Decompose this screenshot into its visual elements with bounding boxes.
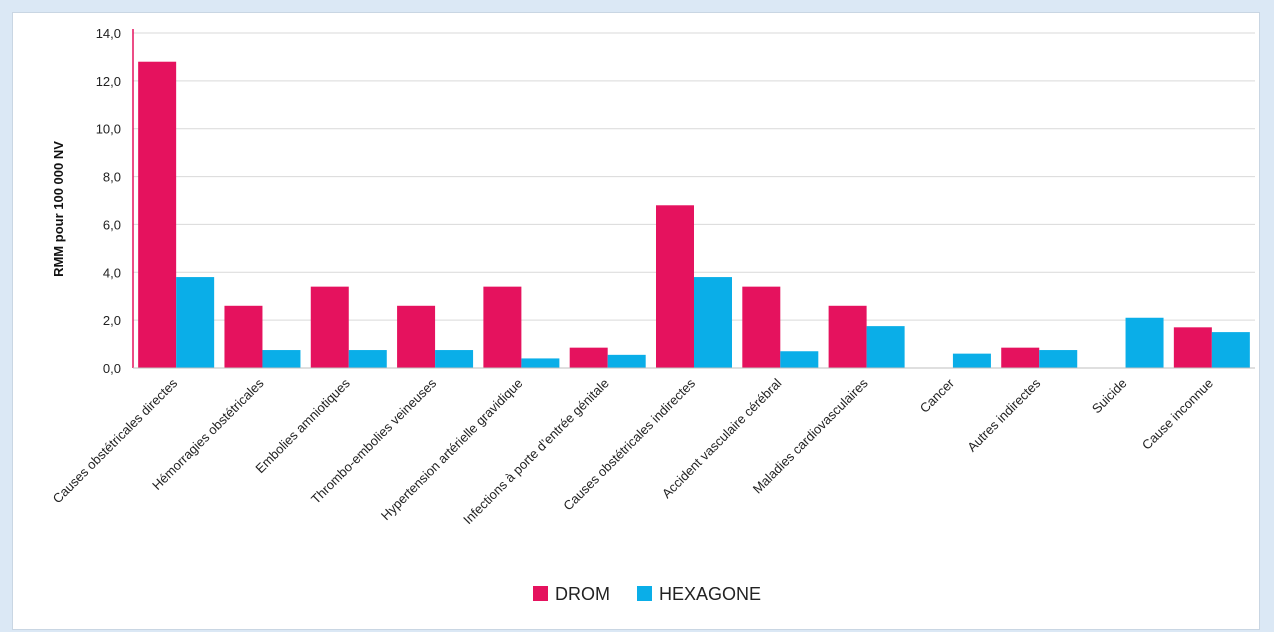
bar-drom xyxy=(310,286,349,368)
category-label: Cause inconnue xyxy=(1139,376,1216,453)
bar-hexagone xyxy=(262,350,301,368)
bar-hexagone xyxy=(866,326,905,368)
bar-drom xyxy=(1173,327,1212,368)
bar-drom xyxy=(1001,347,1040,368)
category-label: Suicide xyxy=(1089,376,1130,417)
bar-hexagone xyxy=(607,354,646,368)
bar-hexagone xyxy=(694,277,732,368)
legend-label: HEXAGONE xyxy=(659,584,761,604)
bar-hexagone xyxy=(780,351,819,368)
legend-swatch xyxy=(533,586,548,601)
chart-frame: 0,0 2,0 4,0 6,0 8,0 10,0 12,0 14,0 Causes obsté… xyxy=(12,12,1260,630)
y-tick-label: 0,0 xyxy=(103,361,121,376)
category-label: Cancer xyxy=(917,375,958,416)
legend-label: DROM xyxy=(555,584,610,604)
bar-hexagone xyxy=(348,350,387,368)
y-tick-label: 4,0 xyxy=(103,265,121,280)
bar-hexagone xyxy=(1125,317,1164,368)
y-tick-label: 14,0 xyxy=(96,26,121,41)
y-tick-label: 8,0 xyxy=(103,170,121,185)
bar-hexagone xyxy=(952,353,991,368)
y-tick-label: 10,0 xyxy=(96,122,121,137)
category-label: Hypertension artérielle gravidique xyxy=(378,376,526,524)
category-label: Autres indirectes xyxy=(964,375,1043,454)
bars xyxy=(138,61,1250,368)
bar-hexagone xyxy=(1211,332,1250,368)
category-label: Embolies amniotiques xyxy=(252,375,353,476)
bar-hexagone xyxy=(1039,350,1078,368)
bar-drom xyxy=(483,286,522,368)
legend-swatch xyxy=(637,586,652,601)
bar-drom xyxy=(138,61,177,368)
bar-drom xyxy=(742,286,781,368)
legend: DROM HEXAGONE xyxy=(533,584,761,604)
bar-drom xyxy=(569,347,608,368)
bar-hexagone xyxy=(435,350,474,368)
axes xyxy=(132,29,1255,369)
y-tick-label: 2,0 xyxy=(103,313,121,328)
bar-drom xyxy=(224,305,263,368)
bar-chart: 0,0 2,0 4,0 6,0 8,0 10,0 12,0 14,0 Causes obsté… xyxy=(50,26,1255,604)
y-axis-label: RMM pour 100 000 NV xyxy=(51,141,66,277)
bar-hexagone xyxy=(176,277,215,368)
y-tick-label: 12,0 xyxy=(96,74,121,89)
bar-drom xyxy=(397,305,436,368)
category-labels: Causes obstétricales directesHémorragies… xyxy=(50,375,1216,527)
bar-drom xyxy=(828,305,867,368)
bar-hexagone xyxy=(521,358,560,368)
bar-drom xyxy=(656,205,694,368)
category-label: Infections à porte d’entrée génitale xyxy=(460,376,612,528)
y-tick-label: 6,0 xyxy=(103,217,121,232)
y-tick-labels: 0,0 2,0 4,0 6,0 8,0 10,0 12,0 14,0 xyxy=(96,26,121,376)
